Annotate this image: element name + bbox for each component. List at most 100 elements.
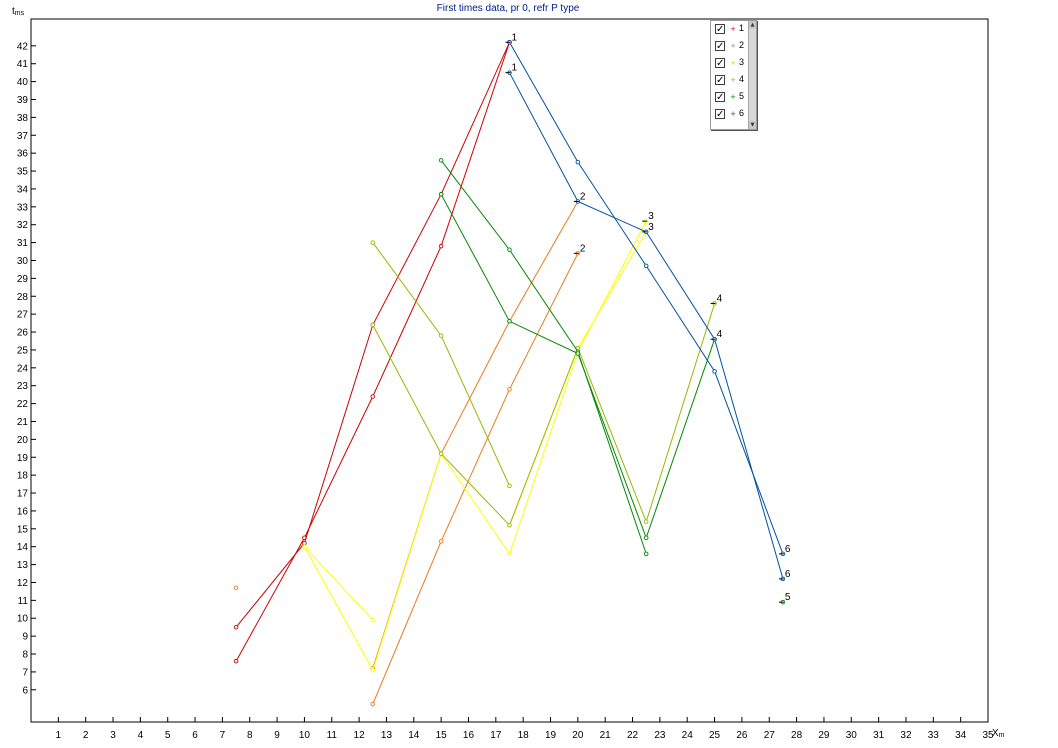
data-point xyxy=(438,451,444,456)
legend-marker-icon: + xyxy=(730,25,736,33)
end-label: 2 xyxy=(580,243,586,254)
scroll-up-icon[interactable]: ▲ xyxy=(749,21,756,29)
legend-item-3[interactable]: ✓ +3 xyxy=(711,55,746,72)
series-line xyxy=(440,159,647,555)
x-tick-label: 12 xyxy=(354,730,366,741)
series-5 xyxy=(438,158,786,605)
y-tick-label: 27 xyxy=(17,310,29,321)
x-tick-label: 7 xyxy=(220,730,226,741)
data-point xyxy=(643,519,649,524)
data-point xyxy=(643,535,649,541)
x-tick-label: 21 xyxy=(600,730,612,741)
series-line xyxy=(303,220,647,672)
legend-item-6[interactable]: ✓ +6 xyxy=(711,106,746,123)
legend-checkbox[interactable]: ✓ xyxy=(715,24,725,35)
x-tick-label: 22 xyxy=(627,730,639,741)
y-tick-label: 21 xyxy=(17,417,29,428)
legend-item-5[interactable]: ✓ +5 xyxy=(711,89,746,106)
data-point xyxy=(302,540,307,546)
end-label: 6 xyxy=(785,544,791,555)
series-layer xyxy=(233,40,786,707)
data-point xyxy=(438,192,444,197)
legend-label: 1 xyxy=(739,23,745,33)
x-axis-label: Xm xyxy=(992,728,1005,739)
legend-item-2[interactable]: ✓ +2 xyxy=(711,38,746,55)
y-tick-label: 36 xyxy=(17,149,29,160)
series-line xyxy=(235,42,510,628)
y-tick-label: 9 xyxy=(22,632,28,643)
series-line xyxy=(304,546,374,621)
y-tick-label: 12 xyxy=(17,578,29,589)
scroll-down-icon[interactable]: ▼ xyxy=(749,121,756,129)
legend-label: 3 xyxy=(739,57,745,67)
legend-item-4[interactable]: ✓ +4 xyxy=(711,72,746,89)
y-tick-label: 35 xyxy=(17,167,29,178)
x-tick-label: 18 xyxy=(518,730,530,741)
x-tick-label: 31 xyxy=(873,730,885,741)
legend-label: 4 xyxy=(739,74,745,84)
y-axis: 6 7 8 9 10 11 12 13 14 15 16 17 18 19 20 21 22 23 24 25 26 27… xyxy=(17,41,36,696)
data-point xyxy=(233,624,239,630)
y-tick-label: 8 xyxy=(22,650,28,661)
legend-label: 6 xyxy=(739,108,745,118)
legend-checkbox[interactable]: ✓ xyxy=(715,75,725,86)
x-tick-label: 17 xyxy=(490,730,502,741)
x-tick-label: 5 xyxy=(165,730,171,741)
y-tick-label: 29 xyxy=(17,274,29,285)
series-line xyxy=(440,194,716,540)
legend-checkbox[interactable]: ✓ xyxy=(715,58,725,69)
data-point xyxy=(507,247,512,253)
y-tick-label: 16 xyxy=(17,506,29,517)
data-point xyxy=(233,585,239,591)
x-tick-label: 33 xyxy=(928,730,940,741)
series-2 xyxy=(233,199,581,707)
legend-item-1[interactable]: ✓ +1 xyxy=(711,21,746,38)
x-tick-label: 4 xyxy=(138,730,144,741)
x-tick-label: 28 xyxy=(791,730,803,741)
x-tick-label: 11 xyxy=(327,730,338,741)
data-point xyxy=(438,243,444,249)
legend-checkbox[interactable]: ✓ xyxy=(715,109,725,120)
legend-label: 5 xyxy=(739,91,745,101)
y-tick-label: 13 xyxy=(17,560,29,571)
end-label: 2 xyxy=(580,191,586,202)
x-tick-label: 24 xyxy=(682,730,694,741)
x-tick-label: 1 xyxy=(56,730,62,741)
y-tick-label: 20 xyxy=(17,435,29,446)
data-point xyxy=(370,617,376,623)
x-tick-label: 19 xyxy=(545,730,557,741)
x-tick-label: 32 xyxy=(900,730,912,741)
x-tick-label: 30 xyxy=(846,730,858,741)
series-line xyxy=(235,42,510,662)
legend-marker-icon: + xyxy=(730,110,736,118)
series-line xyxy=(372,253,579,705)
y-tick-label: 37 xyxy=(17,131,29,142)
series-line xyxy=(372,201,579,669)
y-tick-label: 33 xyxy=(17,202,29,213)
y-tick-label: 6 xyxy=(22,685,28,696)
x-tick-label: 25 xyxy=(709,730,721,741)
chart-title: First times data, pr 0, refr P type xyxy=(437,3,580,14)
legend-marker-icon: + xyxy=(730,93,736,101)
legend-marker-icon: + xyxy=(730,42,736,50)
data-point xyxy=(507,522,512,528)
data-point xyxy=(507,483,512,489)
x-tick-label: 10 xyxy=(299,730,311,741)
x-tick-label: 3 xyxy=(110,730,116,741)
legend-items: ✓ +1 ✓ +2 ✓ +3 ✓ +4 ✓ +5 ✓ +6 xyxy=(711,21,746,123)
legend-checkbox[interactable]: ✓ xyxy=(715,92,725,103)
y-tick-label: 22 xyxy=(17,399,29,410)
y-tick-label: 17 xyxy=(17,489,29,500)
y-tick-label: 11 xyxy=(18,596,29,607)
data-point xyxy=(643,263,649,269)
data-point xyxy=(507,319,512,324)
x-tick-label: 14 xyxy=(408,730,420,741)
data-point xyxy=(575,159,581,165)
legend-scrollbar[interactable]: ▲ ▼ xyxy=(748,21,756,129)
y-tick-label: 30 xyxy=(17,256,29,267)
legend-checkbox[interactable]: ✓ xyxy=(715,41,725,52)
y-tick-label: 39 xyxy=(17,95,29,106)
x-tick-label: 8 xyxy=(247,730,253,741)
y-tick-label: 41 xyxy=(17,59,29,70)
